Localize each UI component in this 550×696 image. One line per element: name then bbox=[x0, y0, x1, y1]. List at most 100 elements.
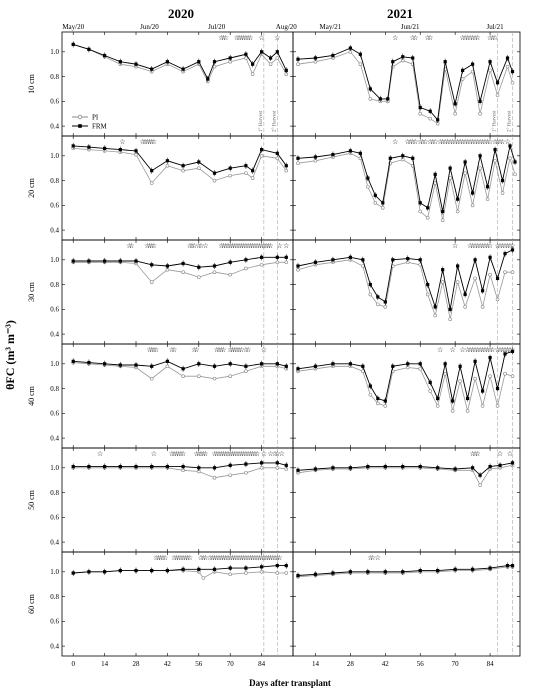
significance-star: ☆ bbox=[220, 554, 226, 562]
frm-point bbox=[373, 193, 377, 198]
significance-star: ☆ bbox=[193, 450, 199, 458]
significance-star: ☆ bbox=[160, 554, 166, 562]
y-tick-label: 0.8 bbox=[50, 177, 59, 185]
significance-star: ☆ bbox=[279, 450, 285, 458]
significance-star: ☆ bbox=[243, 34, 249, 42]
significance-star: ☆ bbox=[182, 554, 188, 562]
significance-star: ☆ bbox=[214, 450, 220, 458]
frm-point bbox=[366, 176, 370, 180]
frm-point bbox=[463, 292, 467, 297]
pi-point bbox=[488, 374, 492, 378]
pi-point bbox=[250, 72, 255, 76]
frm-point bbox=[87, 570, 91, 574]
y-tick-label: 0.4 bbox=[50, 538, 59, 546]
frm-point bbox=[71, 571, 75, 575]
significance-star: ☆ bbox=[467, 346, 473, 354]
panel-2020-40cm: 0.40.60.81.040 cm☆☆☆☆ ☆☆ ☆☆ ☆☆☆☆ ☆☆☆☆☆☆☆☆ ☆ bbox=[27, 343, 294, 449]
significance-star: ☆ bbox=[198, 554, 204, 562]
significance-star: ☆ bbox=[209, 554, 215, 562]
pi-point bbox=[510, 270, 515, 274]
significance-star: ☆ bbox=[254, 242, 260, 250]
significance-star: ☆ bbox=[151, 138, 157, 146]
y-tick-label: 0.8 bbox=[50, 281, 59, 289]
significance-star: ☆ bbox=[261, 554, 267, 562]
significance-star: ☆ bbox=[283, 242, 289, 250]
significance-star: ☆ bbox=[146, 346, 152, 354]
significance-star: ☆ bbox=[427, 138, 433, 146]
panel-frame bbox=[292, 31, 521, 137]
x-tick-label: 42 bbox=[164, 660, 172, 668]
significance-star: ☆ bbox=[270, 554, 276, 562]
year-column-2021: 1° Harvest 2° Harvest☆ ☆☆ ☆☆ ☆☆☆☆☆☆☆ ☆☆☆☆ ☆☆☆☆… bbox=[292, 23, 521, 668]
significance-star: ☆ bbox=[234, 242, 240, 250]
frm-point bbox=[418, 568, 422, 573]
significance-star: ☆ bbox=[146, 138, 152, 146]
frm-point bbox=[433, 305, 437, 309]
pi-point bbox=[228, 173, 233, 178]
significance-star: ☆ bbox=[267, 450, 273, 458]
frm-point bbox=[284, 255, 288, 259]
pi-point bbox=[259, 570, 264, 574]
frm-point bbox=[71, 464, 75, 469]
frm-point bbox=[228, 56, 232, 60]
significance-star: ☆ bbox=[229, 554, 235, 562]
significance-star: ☆ bbox=[252, 242, 258, 250]
significance-star: ☆ bbox=[469, 34, 475, 42]
panel-frame bbox=[61, 239, 294, 345]
frm-point bbox=[87, 360, 91, 365]
pi-point bbox=[181, 374, 185, 378]
pi-point bbox=[418, 111, 423, 116]
pi-point bbox=[433, 181, 437, 185]
frm-point bbox=[358, 151, 362, 155]
x-tick-label: 56 bbox=[195, 660, 203, 668]
frm-point bbox=[441, 209, 445, 214]
year-title-2021: 2021 bbox=[387, 6, 413, 21]
harvest-label: 2° Harvest bbox=[272, 110, 277, 132]
frm-point bbox=[212, 364, 217, 368]
frm-point bbox=[505, 564, 510, 568]
frm-point bbox=[103, 362, 107, 366]
frm-point bbox=[383, 300, 387, 304]
significance-star: ☆ bbox=[225, 242, 231, 250]
frm-point bbox=[197, 265, 201, 269]
frm-point bbox=[331, 152, 335, 157]
x-tick-label: 42 bbox=[382, 660, 390, 668]
frm-point bbox=[331, 466, 335, 470]
frm-point bbox=[453, 102, 457, 106]
significance-star: ☆ bbox=[497, 450, 503, 458]
significance-star: ☆ bbox=[497, 138, 503, 146]
significance-star: ☆ bbox=[254, 554, 260, 562]
significance-star: ☆ bbox=[367, 554, 373, 562]
significance-star: ☆ bbox=[474, 450, 480, 458]
frm-point bbox=[197, 567, 201, 571]
y-tick-label: 1.0 bbox=[50, 152, 59, 160]
significance-star: ☆ bbox=[274, 450, 280, 458]
significance-star: ☆ bbox=[223, 450, 229, 458]
significance-star: ☆ bbox=[492, 138, 498, 146]
significance-star: ☆ bbox=[238, 242, 244, 250]
significance-star: ☆ bbox=[97, 450, 103, 458]
x-tick-label: 84 bbox=[487, 660, 495, 668]
month-label: Jul/20 bbox=[208, 23, 226, 31]
pi-point bbox=[165, 364, 170, 369]
pi-point bbox=[228, 572, 233, 577]
significance-star: ☆ bbox=[452, 242, 458, 250]
panel-2021-20cm: ☆ ☆☆☆☆☆☆☆☆☆☆☆☆☆☆☆☆☆☆☆☆☆☆☆☆☆☆☆☆☆☆☆☆☆☆☆☆ bbox=[292, 135, 521, 241]
frm-point bbox=[244, 462, 248, 466]
frm-point bbox=[498, 463, 502, 467]
pi-point bbox=[275, 571, 280, 575]
frm-point bbox=[165, 159, 170, 163]
series-frm-line bbox=[297, 350, 513, 402]
pi-point bbox=[433, 313, 437, 318]
frm-point bbox=[391, 60, 395, 64]
pi-point bbox=[440, 218, 445, 222]
significance-star: ☆ bbox=[450, 346, 456, 354]
frm-point bbox=[488, 464, 492, 469]
significance-star: ☆ bbox=[472, 138, 478, 146]
frm-point bbox=[284, 564, 288, 568]
significance-star: ☆ bbox=[236, 554, 242, 562]
pi-point bbox=[368, 97, 373, 101]
significance-star: ☆ bbox=[218, 346, 224, 354]
